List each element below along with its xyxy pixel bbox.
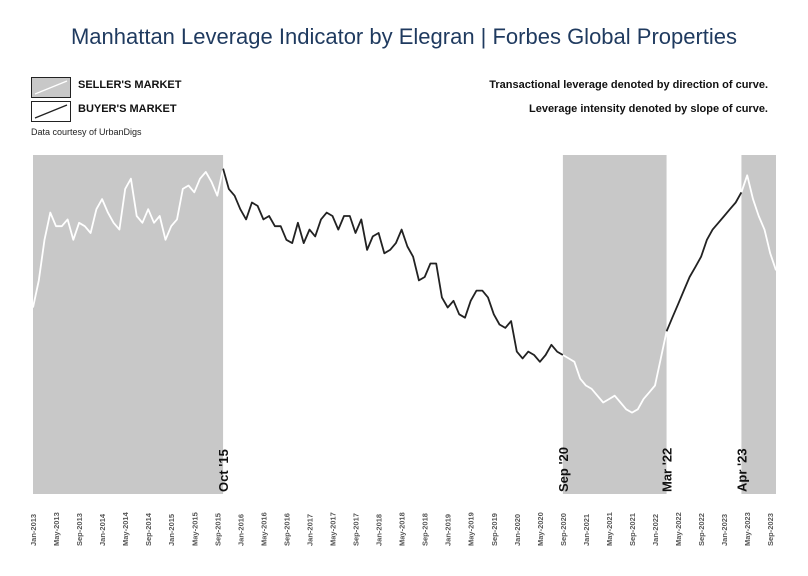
x-tick-label: Jan-2017 <box>305 514 314 546</box>
x-tick-label: May-2020 <box>536 512 545 546</box>
seller-swatch-line-icon <box>34 80 68 95</box>
x-tick-label: May-2019 <box>467 512 476 546</box>
x-tick-label: Jan-2020 <box>513 514 522 546</box>
x-tick-label: Sep-2020 <box>559 513 568 546</box>
x-tick-label: May-2017 <box>329 512 338 546</box>
seller-market-region <box>33 155 224 494</box>
x-tick-label: Jan-2016 <box>236 514 245 546</box>
buyer-market-line <box>665 191 743 332</box>
turning-point-label: Apr '23 <box>734 448 749 492</box>
x-tick-label: May-2014 <box>121 511 130 546</box>
seller-market-swatch <box>31 77 71 98</box>
x-tick-label: May-2023 <box>743 512 752 546</box>
seller-market-region <box>741 155 776 494</box>
chart-title: Manhattan Leverage Indicator by Elegran … <box>70 24 738 49</box>
x-tick-label: Jan-2023 <box>720 514 729 546</box>
note-slope: Leverage intensity denoted by slope of c… <box>528 103 768 115</box>
x-tick-label: Sep-2015 <box>213 513 222 546</box>
x-tick-label: Sep-2014 <box>144 512 153 546</box>
x-tick-label: Sep-2018 <box>421 513 430 546</box>
x-tick-label: May-2016 <box>259 512 268 546</box>
buyer-market-line <box>222 168 564 363</box>
turning-point-label: Sep '20 <box>556 447 571 492</box>
x-tick-label: Sep-2016 <box>282 513 291 546</box>
x-tick-label: Sep-2023 <box>766 513 775 546</box>
seller-market-line <box>32 168 224 308</box>
x-tick-label: Jan-2013 <box>29 514 38 546</box>
x-tick-label: Jan-2015 <box>167 514 176 546</box>
turning-point-label: Mar '22 <box>660 448 675 492</box>
seller-market-line <box>740 174 777 271</box>
x-tick-label: Jan-2018 <box>375 514 384 546</box>
data-source: Data courtesy of UrbanDigs <box>31 127 142 137</box>
x-tick-label: Sep-2019 <box>490 513 499 546</box>
x-tick-label: May-2021 <box>605 512 614 546</box>
seller-market-line <box>562 331 668 414</box>
legend-buyer-label: BUYER'S MARKET <box>78 103 177 115</box>
x-tick-label: Jan-2022 <box>651 514 660 546</box>
x-tick-label: May-2015 <box>190 512 199 546</box>
buyer-swatch-line-icon <box>34 104 68 119</box>
legend-seller-label: SELLER'S MARKET <box>78 79 182 91</box>
note-direction: Transactional leverage denoted by direct… <box>489 79 768 91</box>
turning-point-label: Oct '15 <box>216 449 231 492</box>
x-tick-label: Sep-2022 <box>697 513 706 546</box>
x-tick-label: Sep-2017 <box>352 513 361 546</box>
seller-market-region <box>562 155 667 494</box>
x-tick-label: Jan-2014 <box>98 513 107 546</box>
buyer-market-swatch <box>31 101 71 122</box>
x-tick-label: May-2022 <box>674 512 683 546</box>
x-tick-label: May-2018 <box>398 512 407 546</box>
x-tick-label: May-2013 <box>52 512 61 546</box>
x-tick-label: Sep-2013 <box>75 513 84 546</box>
x-tick-label: Jan-2021 <box>582 514 591 546</box>
x-tick-label: Jan-2019 <box>444 514 453 546</box>
x-tick-label: Sep-2021 <box>628 513 637 546</box>
